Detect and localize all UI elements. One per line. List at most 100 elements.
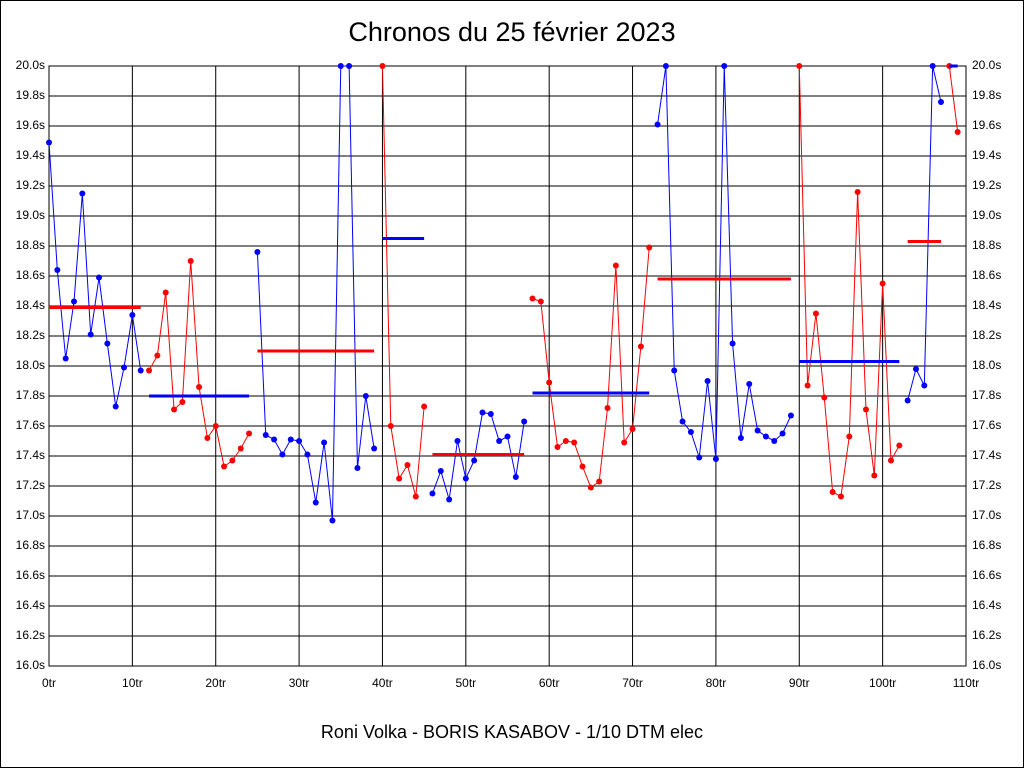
data-point	[779, 430, 786, 437]
data-point	[337, 63, 344, 69]
data-point	[862, 406, 869, 413]
y2-tick-label: 16.6s	[972, 568, 1001, 582]
data-point	[771, 438, 778, 444]
data-point	[596, 478, 603, 485]
x-tick-label: 80tr	[706, 676, 727, 690]
data-point	[571, 439, 578, 446]
data-point	[837, 493, 844, 500]
data-point	[729, 340, 736, 347]
data-point	[437, 468, 444, 474]
data-point	[612, 262, 619, 269]
y-tick-label: 17.6s	[16, 418, 45, 432]
data-point	[304, 451, 311, 458]
data-point	[504, 433, 511, 440]
series-line	[432, 411, 525, 500]
x-tick-label: 0tr	[42, 676, 56, 690]
data-point	[679, 418, 686, 425]
x-tick-label: 100tr	[869, 676, 896, 690]
data-point	[496, 438, 503, 444]
data-point	[287, 436, 294, 443]
y-tick-label: 18.0s	[16, 358, 45, 372]
y2-tick-label: 17.2s	[972, 478, 1001, 492]
y2-tick-label: 18.6s	[972, 268, 1001, 282]
y2-tick-label: 18.8s	[972, 238, 1001, 252]
y2-tick-label: 20.0s	[972, 58, 1001, 72]
x-axis-label: Roni Volka - BORIS KASABOV - 1/10 DTM el…	[321, 722, 703, 742]
data-point	[746, 381, 753, 387]
data-point	[787, 412, 794, 419]
y-tick-label: 19.8s	[16, 88, 45, 102]
data-point	[521, 418, 528, 425]
x-tick-label: 20tr	[205, 676, 226, 690]
data-point	[871, 472, 878, 479]
data-point	[487, 411, 494, 417]
data-point	[404, 462, 411, 468]
data-point	[154, 352, 161, 359]
data-point	[546, 379, 553, 386]
data-point	[396, 475, 403, 482]
series-line	[381, 65, 425, 497]
y-tick-label: 18.4s	[16, 298, 45, 312]
data-point	[696, 454, 703, 461]
data-point	[471, 457, 478, 464]
data-point	[129, 312, 136, 318]
data-point	[429, 490, 436, 497]
data-point	[846, 433, 853, 440]
data-point	[146, 367, 153, 374]
data-point	[704, 378, 711, 384]
y2-tick-label: 17.0s	[972, 508, 1001, 522]
data-point	[296, 438, 303, 444]
y2-tick-label: 18.2s	[972, 328, 1001, 342]
data-point	[796, 63, 803, 69]
data-point	[921, 382, 928, 389]
data-point	[662, 63, 669, 69]
data-point	[604, 405, 611, 411]
data-point	[879, 280, 886, 287]
data-point	[737, 435, 744, 441]
x-tick-label: 40tr	[372, 676, 393, 690]
y2-tick-label: 16.0s	[972, 658, 1001, 672]
data-point	[354, 465, 361, 471]
y-tick-label: 18.2s	[16, 328, 45, 342]
data-point	[271, 436, 278, 443]
data-point	[204, 435, 211, 441]
y-tick-label: 18.6s	[16, 268, 45, 282]
data-point	[79, 190, 86, 197]
y2-tick-label: 18.4s	[972, 298, 1001, 312]
data-point	[829, 489, 836, 495]
y-tick-label: 17.8s	[16, 388, 45, 402]
data-point	[637, 343, 644, 350]
data-point	[821, 394, 828, 401]
y-tick-label: 19.4s	[16, 148, 45, 162]
y-tick-label: 19.6s	[16, 118, 45, 132]
x-tick-label: 110tr	[953, 676, 979, 690]
data-point	[212, 423, 219, 429]
data-point	[954, 129, 961, 135]
data-point	[621, 439, 628, 446]
data-point	[512, 474, 519, 480]
data-point	[687, 429, 694, 435]
y-tick-label: 19.2s	[16, 178, 45, 192]
y2-tick-label: 17.8s	[972, 388, 1001, 402]
y2-tick-label: 16.4s	[972, 598, 1001, 612]
y2-tick-label: 16.8s	[972, 538, 1001, 552]
data-point	[62, 355, 69, 362]
data-point	[712, 456, 719, 462]
data-point	[387, 423, 394, 429]
data-point	[587, 484, 594, 491]
y-tick-label: 17.0s	[16, 508, 45, 522]
data-point	[346, 63, 353, 69]
x-tick-label: 70tr	[622, 676, 643, 690]
data-point	[854, 189, 861, 195]
series-line	[948, 65, 959, 133]
y-tick-label: 16.2s	[16, 628, 45, 642]
data-point	[221, 463, 228, 470]
data-point	[454, 438, 461, 444]
data-point	[537, 298, 544, 305]
y2-tick-label: 19.2s	[972, 178, 1001, 192]
y-tick-label: 17.2s	[16, 478, 45, 492]
data-point	[671, 367, 678, 374]
data-point	[279, 451, 286, 458]
data-point	[812, 310, 819, 317]
